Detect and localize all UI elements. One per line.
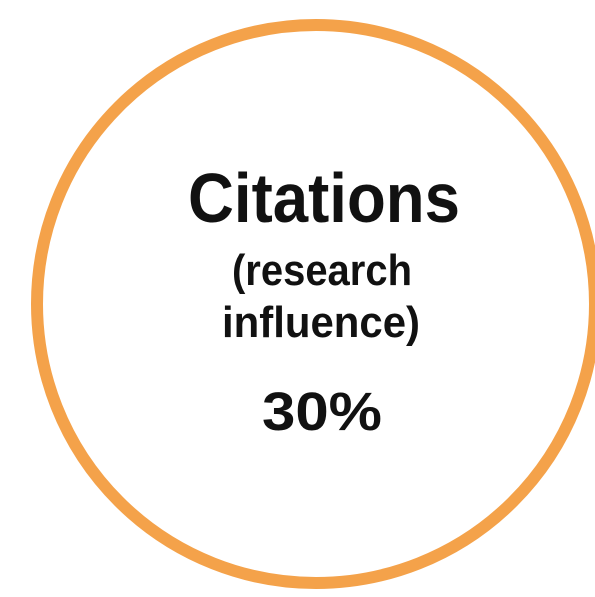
badge-subtitle-line: (research	[232, 246, 412, 295]
badge-ring	[31, 19, 595, 589]
badge-subtitle-line: influence)	[222, 298, 420, 347]
badge-weight: 30%	[262, 382, 382, 442]
badge-title: Citations	[188, 159, 460, 237]
